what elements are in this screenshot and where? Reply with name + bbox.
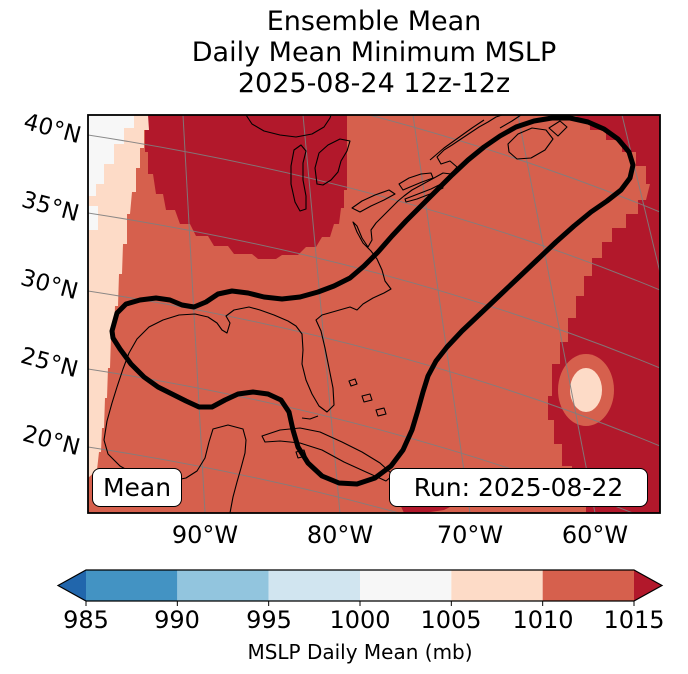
mean-label-box: Mean (92, 468, 182, 507)
figure-title: Ensemble Mean Daily Mean Minimum MSLP 20… (192, 6, 557, 99)
mslp-min-contour (109, 115, 636, 487)
colorbar-cell-995-1000 (268, 570, 360, 601)
run-label-box: Run: 2025-08-22 (389, 468, 648, 507)
coastline-florida-keys (301, 415, 319, 420)
colorbar-tick-1005: 1005 (420, 606, 481, 634)
gridline-lon-80w (302, 115, 341, 513)
gridline-lat-45n (367, 115, 660, 213)
gridline-lon-60w (517, 115, 596, 513)
colorbar-cell-1000-1005 (360, 570, 452, 601)
lat-label-30n: 30°N (18, 265, 81, 305)
lat-label-25n: 25°N (18, 343, 81, 383)
lat-axis-labels: 40°N 35°N 30°N 25°N 20°N (18, 109, 84, 461)
coastline-new-brunswick (499, 115, 522, 129)
gridline-lat-20n (88, 446, 401, 513)
lat-label-40n: 40°N (21, 109, 84, 149)
coastline-nova-scotia (507, 127, 554, 160)
coastlines (103, 115, 568, 513)
colorbar: 985 990 995 1000 1005 1010 1015 MSLP Dai… (56, 569, 665, 664)
lon-axis-labels: 90°W 80°W 70°W 60°W (172, 521, 628, 549)
map-frame (87, 114, 661, 514)
colorbar-tick-995: 995 (246, 606, 292, 634)
low-spot-inner (570, 368, 602, 412)
lake-superior (245, 115, 332, 138)
island-bahamas-3 (375, 407, 387, 417)
colorbar-tick-1010: 1010 (512, 606, 573, 634)
colorbar-cell-1005-1010 (451, 570, 543, 601)
colorbar-cell-990-995 (177, 570, 269, 601)
colorbar-tick-1000: 1000 (329, 606, 390, 634)
island-bahamas-1 (348, 378, 358, 387)
lon-label-60w: 60°W (562, 521, 628, 549)
lat-label-35n: 35°N (19, 187, 82, 227)
high-pressure-region-midwest (145, 115, 347, 259)
title-line-2: Daily Mean Minimum MSLP (191, 37, 557, 68)
gridline-lat-35n (88, 212, 660, 369)
gridline-lat-30n (88, 290, 660, 447)
white-patch-small (88, 206, 98, 230)
lon-label-80w: 80°W (307, 521, 373, 549)
lake-michigan (290, 144, 307, 212)
colorbar-left-arrow (58, 570, 86, 601)
map-fill-layer (88, 115, 660, 513)
lon-label-90w: 90°W (172, 521, 238, 549)
colorbar-tick-labels: 985 990 995 1000 1005 1010 1015 (63, 606, 664, 634)
lake-ontario (398, 172, 434, 191)
coastline-cape-breton (548, 120, 568, 137)
island-bahamas-2 (361, 393, 373, 403)
coastline-mainland (103, 115, 503, 513)
colorbar-title: MSLP Daily Mean (mb) (247, 640, 472, 664)
mean-label-text: Mean (102, 473, 172, 502)
white-patch-northwest (88, 115, 134, 196)
run-label-text: Run: 2025-08-22 (413, 473, 624, 502)
coastline-long-island (404, 183, 444, 203)
lat-label-20n: 20°N (20, 421, 83, 461)
colorbar-right-arrow (634, 570, 662, 601)
gridline-lon-50w (621, 115, 660, 275)
coastline-st-lawrence (429, 119, 485, 161)
colorbar-cell-1010-1015 (542, 570, 634, 601)
lon-label-70w: 70°W (437, 521, 503, 549)
colorbar-tick-990: 990 (154, 606, 200, 634)
colorbar-cell-985-990 (86, 570, 178, 601)
title-line-1: Ensemble Mean (266, 6, 482, 37)
colorbar-tickmarks (85, 601, 635, 606)
colorbar-tick-985: 985 (63, 606, 109, 634)
colorbar-tick-1015: 1015 (603, 606, 664, 634)
lake-erie (351, 189, 396, 213)
lake-huron (314, 138, 351, 186)
peach-strip-west (88, 115, 152, 478)
title-line-3: 2025-08-24 12z-12z (237, 68, 511, 99)
